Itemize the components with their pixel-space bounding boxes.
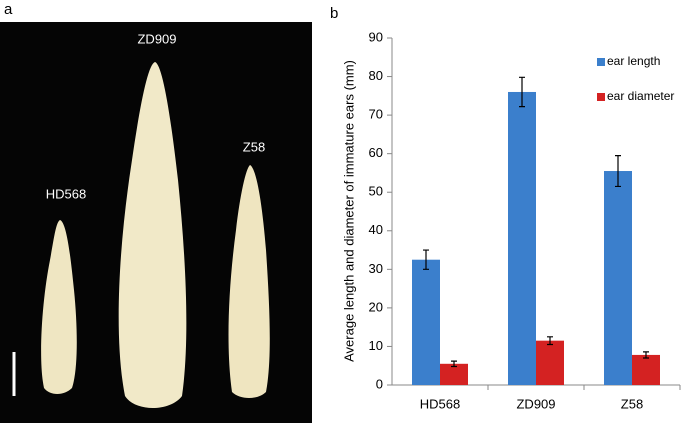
y-tick-label: 70 [369, 107, 383, 122]
ear [41, 220, 77, 394]
error-bar [615, 154, 621, 188]
y-tick-label: 90 [369, 29, 383, 44]
y-tick-label: 0 [376, 376, 383, 391]
variety-label: ZD909 [137, 31, 176, 46]
variety-label: HD568 [46, 186, 86, 201]
variety-label: Z58 [243, 139, 265, 154]
x-tick-label: ZD909 [516, 396, 555, 411]
y-axis-label: Average length and diameter of immature … [341, 60, 356, 362]
bar [508, 91, 536, 385]
error-bar [451, 360, 457, 368]
ear [118, 62, 187, 408]
legend-swatch [597, 93, 605, 101]
y-tick-label: 20 [369, 299, 383, 314]
error-bar [423, 249, 429, 270]
y-tick-label: 60 [369, 145, 383, 160]
x-tick-label: HD568 [420, 396, 460, 411]
y-tick-label: 50 [369, 184, 383, 199]
y-tick-label: 10 [369, 338, 383, 353]
y-tick-label: 80 [369, 68, 383, 83]
legend-label: ear diameter [607, 89, 674, 103]
bar [412, 259, 440, 385]
photo-panel: a HD568 ZD909 Z58 [0, 1, 312, 423]
ear [228, 165, 270, 398]
legend-label: ear length [607, 54, 660, 68]
bar [632, 354, 660, 385]
legend-swatch [597, 58, 605, 66]
y-tick-label: 40 [369, 222, 383, 237]
y-tick-label: 30 [369, 261, 383, 276]
error-bar [643, 351, 649, 359]
panel-label: a [4, 1, 13, 18]
bar [536, 340, 564, 385]
error-bar [547, 336, 553, 346]
panel-label: b [330, 5, 338, 22]
x-tick-label: Z58 [621, 396, 643, 411]
bar [604, 171, 632, 385]
error-bar [519, 76, 525, 108]
bar [440, 363, 468, 385]
